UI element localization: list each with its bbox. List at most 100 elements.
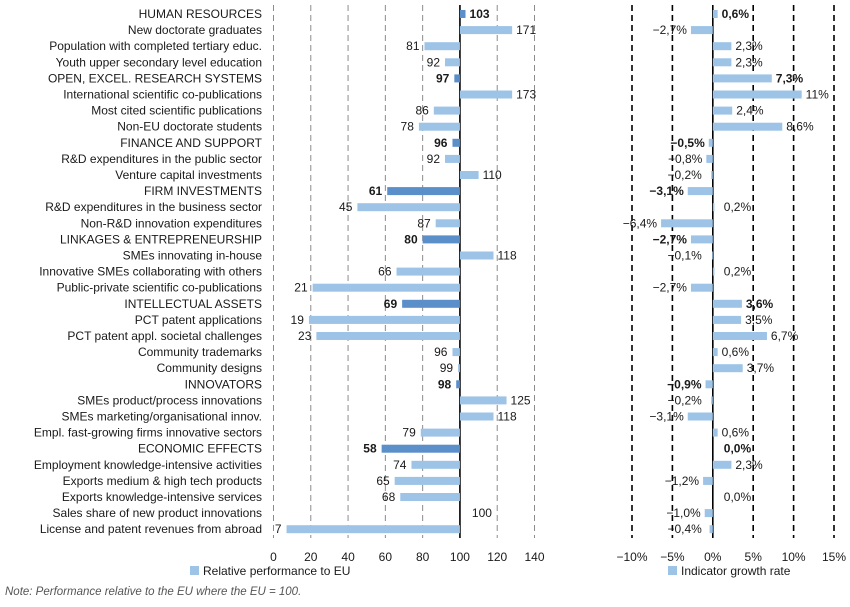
growth-value-label: 0,0% xyxy=(724,490,752,504)
growth-value-label: 8,6% xyxy=(786,120,814,134)
growth-bar xyxy=(711,251,713,260)
performance-value-label: 79 xyxy=(402,426,416,440)
category-label: Exports knowledge-intensive services xyxy=(62,490,262,504)
growth-bar xyxy=(712,106,733,115)
right-x-tick-label: 15% xyxy=(822,550,846,564)
performance-value-label: 61 xyxy=(369,184,383,198)
category-label: R&D expenditures in the public sector xyxy=(61,152,262,166)
right-chart-legend: Indicator growth rate xyxy=(668,564,791,578)
growth-value-label: 0,2% xyxy=(724,200,752,214)
performance-bar xyxy=(381,444,460,453)
growth-value-label: 2,3% xyxy=(735,55,763,69)
performance-value-label: 74 xyxy=(393,458,407,472)
growth-bar xyxy=(712,364,743,373)
growth-value-label: 7,3% xyxy=(776,71,804,85)
category-label: OPEN, EXCEL. RESEARCH SYSTEMS xyxy=(48,71,262,85)
growth-value-label: 11% xyxy=(806,88,829,102)
category-label: Youth upper secondary level education xyxy=(56,55,262,69)
category-label: Non-EU doctorate students xyxy=(117,120,262,134)
growth-bar xyxy=(712,299,742,308)
growth-value-label: −1,0% xyxy=(666,506,701,520)
growth-value-label: −0,5% xyxy=(670,136,705,150)
category-label: Innovative SMEs collaborating with other… xyxy=(39,265,262,279)
performance-bar xyxy=(418,122,460,131)
growth-value-label: −0,4% xyxy=(667,522,702,536)
category-label: PCT patent appl. societal challenges xyxy=(67,329,262,343)
category-label: SMEs innovating in-house xyxy=(123,249,263,263)
performance-bar xyxy=(435,219,460,228)
left-x-tick-label: 20 xyxy=(304,550,318,564)
category-label: Public-private scientific co-publication… xyxy=(57,281,262,295)
performance-value-label: 81 xyxy=(406,39,420,53)
growth-bar xyxy=(712,428,718,437)
performance-bar xyxy=(316,332,460,340)
growth-bar xyxy=(690,235,713,244)
performance-bar xyxy=(357,203,460,212)
category-label: SMEs product/process innovations xyxy=(77,393,262,407)
growth-bar xyxy=(712,267,715,276)
performance-value-label: 66 xyxy=(378,265,392,279)
growth-bar xyxy=(704,509,713,518)
footnote: Note: Performance relative to the EU whe… xyxy=(5,586,302,598)
growth-value-label: 6,7% xyxy=(771,329,799,343)
growth-bar xyxy=(706,154,713,163)
right-x-tick-label: 5% xyxy=(745,550,763,564)
growth-bar xyxy=(712,90,802,99)
performance-bar xyxy=(459,251,494,260)
category-label: PCT patent applications xyxy=(135,313,262,327)
performance-value-label: 7 xyxy=(275,522,282,536)
category-label: SMEs marketing/organisational innov. xyxy=(61,410,262,424)
performance-bar xyxy=(396,267,460,276)
performance-bar xyxy=(459,26,513,35)
growth-bar xyxy=(711,396,713,405)
legend-swatch-growth xyxy=(668,566,677,575)
left-x-tick-label: 40 xyxy=(341,550,355,564)
performance-bar xyxy=(308,315,460,324)
category-label: Employment knowledge-intensive activitie… xyxy=(34,458,262,472)
performance-value-label: 125 xyxy=(511,393,531,407)
right-x-tick-label: 10% xyxy=(782,550,806,564)
growth-bar xyxy=(705,380,713,389)
performance-value-label: 118 xyxy=(497,410,516,424)
performance-bar xyxy=(459,171,479,179)
category-label: License and patent revenues from abroad xyxy=(40,522,262,536)
performance-bar xyxy=(433,106,460,115)
growth-value-label: 0,6% xyxy=(722,426,750,440)
performance-bar xyxy=(312,283,460,292)
right-x-tick-label: 0% xyxy=(704,550,722,564)
performance-bar xyxy=(411,460,460,469)
performance-bar xyxy=(394,476,460,485)
category-label: HUMAN RESOURCES xyxy=(139,7,262,21)
growth-bar xyxy=(703,476,713,485)
performance-bar xyxy=(420,428,460,437)
performance-value-label: 96 xyxy=(434,136,448,150)
category-label: FINANCE AND SUPPORT xyxy=(120,136,262,150)
growth-bar xyxy=(712,42,732,51)
growth-value-label: 3,5% xyxy=(745,313,773,327)
growth-value-label: −0,9% xyxy=(667,377,702,391)
growth-value-label: 0,6% xyxy=(722,345,750,359)
performance-bar xyxy=(422,235,460,244)
performance-value-label: 68 xyxy=(382,490,396,504)
left-x-tick-label: 60 xyxy=(379,550,393,564)
performance-value-label: 78 xyxy=(401,120,415,134)
performance-value-label: 45 xyxy=(339,200,353,214)
category-label: New doctorate graduates xyxy=(128,23,262,37)
performance-value-label: 92 xyxy=(427,152,441,166)
growth-value-label: −2,7% xyxy=(653,23,688,37)
performance-bar xyxy=(459,10,466,18)
category-label: FIRM INVESTMENTS xyxy=(144,184,262,198)
left-x-tick-label: 120 xyxy=(487,550,507,564)
growth-bar xyxy=(712,460,732,469)
performance-value-label: 100 xyxy=(472,506,492,520)
performance-bar xyxy=(286,525,460,534)
performance-value-label: 21 xyxy=(294,281,308,295)
performance-value-label: 97 xyxy=(436,71,450,85)
growth-value-label: 3,7% xyxy=(747,361,775,375)
category-label: Population with completed tertiary educ. xyxy=(49,39,262,53)
growth-value-label: −3,1% xyxy=(649,410,684,424)
left-x-tick-label: 100 xyxy=(450,550,470,564)
category-labels: HUMAN RESOURCES New doctorate graduates Po… xyxy=(34,7,263,536)
left-chart-legend: Relative performance to EU xyxy=(190,564,350,578)
